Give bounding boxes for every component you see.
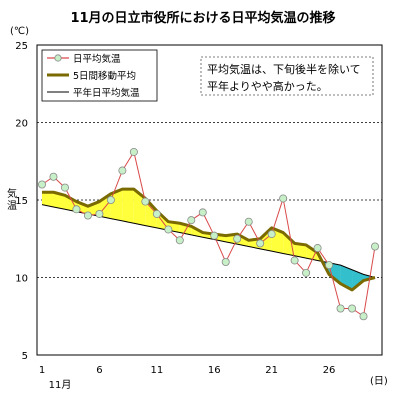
fill-above-normal (283, 232, 295, 256)
daily-point (302, 268, 311, 277)
fill-below-normal (352, 269, 364, 290)
x-tick-label: 26 (323, 365, 336, 376)
x-tick-label: 11 (150, 365, 163, 376)
daily-point (244, 217, 253, 226)
y-unit-label: (℃) (10, 26, 29, 37)
daily-point (198, 208, 207, 217)
legend-label-normal: 平年日平均気温 (73, 87, 140, 99)
daily-point (49, 172, 58, 181)
daily-point (106, 195, 115, 204)
daily-point (38, 180, 47, 189)
daily-point (187, 216, 196, 225)
daily-point (325, 261, 334, 270)
x-unit-label: (日) (370, 376, 388, 387)
legend-marker-daily (54, 54, 62, 62)
daily-point (233, 234, 242, 243)
fill-above-normal (145, 198, 157, 228)
daily-point (152, 209, 161, 218)
chart-title: 11月の日立市役所における日平均気温の推移 (70, 10, 335, 26)
x-month-label: 11月 (49, 379, 72, 391)
daily-point (95, 209, 104, 218)
moving-average-line (42, 187, 376, 292)
fill-above-normal (42, 192, 54, 207)
legend-label-daily: 日平均気温 (73, 53, 121, 65)
daily-point (256, 239, 265, 248)
y-tick-label: 25 (15, 41, 28, 52)
daily-point (72, 205, 81, 214)
daily-point (370, 242, 379, 251)
daily-point (267, 230, 276, 239)
annotation-line: 平均気温は、下旬後半を除いて (207, 62, 361, 76)
daily-point (60, 183, 69, 192)
annotation-box (200, 56, 374, 96)
daily-point (129, 147, 138, 156)
annotation: 平均気温は、下旬後半を除いて平年よりやや高かった。 (200, 56, 374, 96)
x-tick-label: 16 (208, 365, 221, 376)
daily-point (313, 244, 322, 253)
fill-above-normal (294, 243, 307, 259)
daily-point (336, 304, 345, 313)
daily-point (359, 312, 368, 321)
daily-point (348, 304, 357, 313)
daily-point (279, 194, 288, 203)
y-axis-label: 気温 (7, 187, 17, 212)
daily-point (290, 256, 299, 265)
fill-above-normal (110, 189, 123, 221)
daily-point (141, 197, 150, 206)
daily-point (210, 231, 219, 240)
y-axis-label-char: 気 (7, 187, 17, 200)
fill-above-normal (122, 189, 134, 224)
x-tick-label: 21 (265, 365, 278, 376)
grid-lines (37, 122, 382, 278)
daily-point (164, 225, 173, 234)
y-tick-label: 15 (15, 196, 28, 207)
y-axis-label-char: 温 (7, 200, 17, 212)
fill-above-normal (306, 244, 318, 261)
annotation-line: 平年よりやや高かった。 (207, 79, 328, 93)
daily-point (118, 166, 127, 175)
daily-point (175, 236, 184, 245)
y-tick-label: 10 (15, 274, 28, 285)
annotation-text: 平均気温は、下旬後半を除いて平年よりやや高かった。 (207, 62, 361, 93)
x-tick-label: 6 (96, 365, 102, 376)
y-tick-label: 20 (15, 119, 28, 130)
daily-point (83, 211, 92, 220)
y-tick-labels: 5 10 15 20 25 (15, 41, 28, 362)
y-tick-label: 5 (22, 351, 28, 362)
fill-above-normal (133, 189, 146, 226)
legend: 日平均気温 5日間移動平均 平年日平均気温 (41, 49, 158, 102)
legend-label-moving-average: 5日間移動平均 (73, 70, 136, 82)
daily-point (221, 257, 230, 266)
x-tick-labels: 1 6 11 16 21 26 (39, 365, 336, 376)
fill-above-normal (53, 192, 65, 210)
series-markers (38, 147, 379, 321)
fill-below-normal (329, 262, 341, 284)
x-tick-label: 1 (39, 365, 45, 376)
